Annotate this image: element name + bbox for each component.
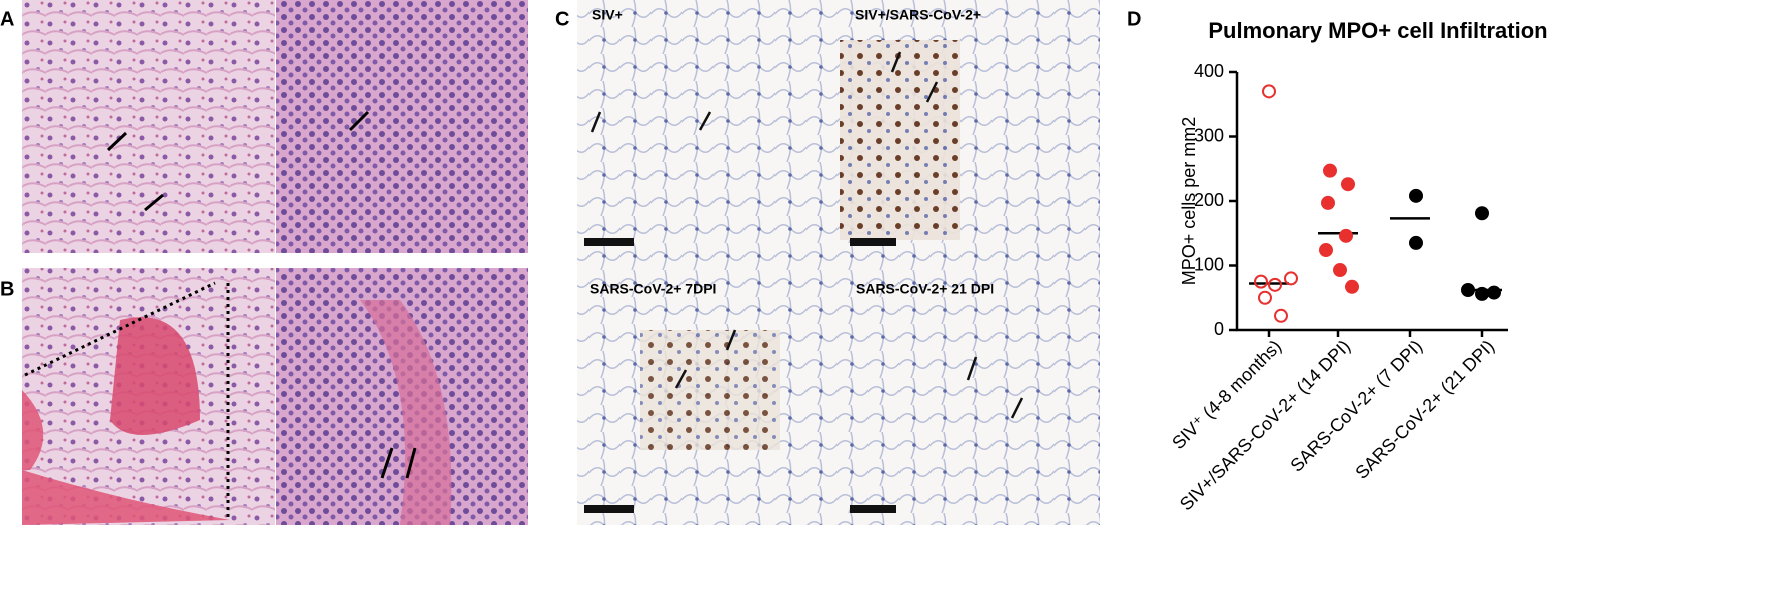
data-point <box>1475 286 1489 301</box>
image-label: SIV+ <box>592 7 623 23</box>
image-label: SIV+/SARS-CoV-2+ <box>855 7 981 23</box>
data-point <box>1341 177 1355 192</box>
data-point <box>1323 163 1337 178</box>
data-point <box>1409 235 1423 250</box>
y-tick-label: 100 <box>1194 254 1224 274</box>
data-point <box>1274 308 1288 323</box>
scale-bar <box>850 238 896 246</box>
image-label: SARS-CoV-2+ 7DPI <box>590 281 716 297</box>
y-tick-label: 300 <box>1194 125 1224 145</box>
data-point <box>1461 283 1475 298</box>
y-tick-label: 0 <box>1214 319 1224 339</box>
data-point <box>1475 206 1489 221</box>
image <box>22 0 275 253</box>
infiltrate <box>840 40 960 240</box>
data-point <box>1284 271 1298 286</box>
chart-title: Pulmonary MPO+ cell Infiltration <box>1208 18 1547 43</box>
scale-bar <box>584 238 634 246</box>
vessel <box>360 300 452 525</box>
image-label: SARS-CoV-2+ 21 DPI <box>856 281 994 297</box>
data-point <box>1487 285 1501 300</box>
panel-b-images <box>22 268 528 525</box>
x-tick-label: SARS-CoV-2+ (21 DPI) <box>1351 336 1498 483</box>
scale-bar <box>850 505 896 513</box>
y-axis-label: MPO+ cells per mm2 <box>1179 117 1199 286</box>
panel-a-images <box>22 0 528 253</box>
image <box>276 0 528 253</box>
data-point <box>1254 274 1268 289</box>
data-point <box>1409 188 1423 203</box>
arrow <box>106 110 370 212</box>
data-point <box>1319 243 1333 258</box>
arrow <box>380 447 417 479</box>
data-point <box>1333 263 1347 278</box>
panel-label: C <box>555 8 569 30</box>
y-tick-label: 400 <box>1194 61 1224 81</box>
panel-label: D <box>1127 8 1141 30</box>
image <box>577 0 838 262</box>
hemorrhage <box>22 390 230 525</box>
data-point <box>1258 290 1272 305</box>
data-point <box>1339 228 1353 243</box>
hemorrhage <box>110 317 200 435</box>
infiltrate <box>640 330 780 450</box>
dotted-line <box>24 281 230 520</box>
panel-c-images: SIV+ SIV+/SARS-CoV-2+ SARS-CoV-2+ 7DPI S… <box>577 0 1100 525</box>
data-point <box>1262 84 1276 99</box>
x-tick-label: SARS-CoV-2+ (7 DPI) <box>1286 336 1426 476</box>
panel-label: A <box>0 8 14 30</box>
y-tick-label: 200 <box>1194 190 1224 210</box>
arrow <box>590 51 1024 419</box>
data-point <box>1321 195 1335 210</box>
data-point <box>1345 279 1359 294</box>
panel-label: B <box>0 278 14 300</box>
image <box>838 262 1100 525</box>
data-point <box>1268 277 1282 292</box>
scale-bar <box>584 505 634 513</box>
